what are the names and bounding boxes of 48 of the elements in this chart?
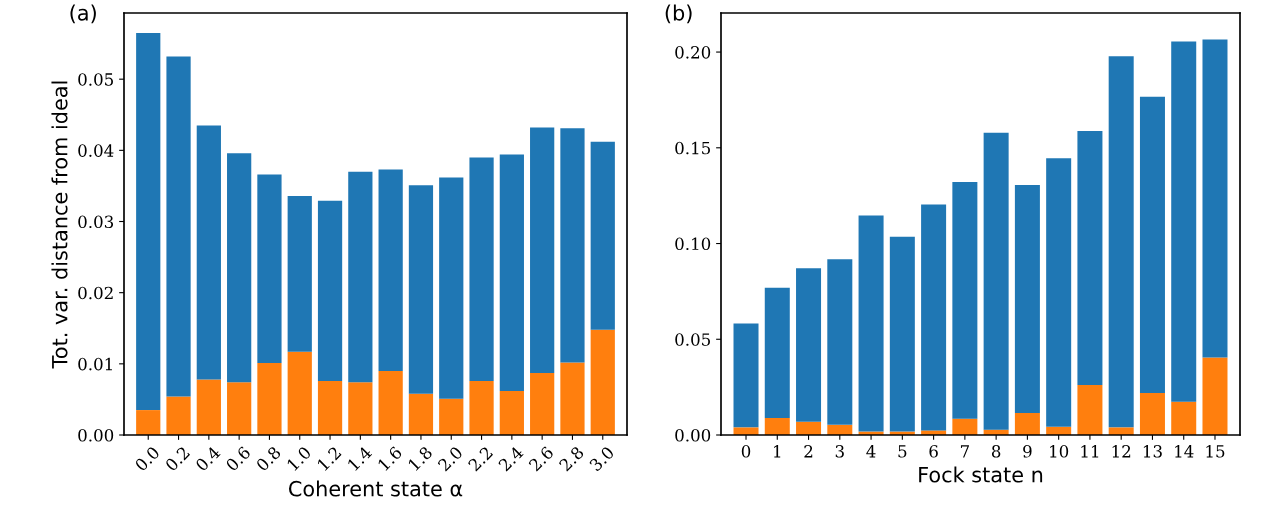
- x-tick-label: 2.8: [558, 445, 585, 472]
- x-tick-label: 1.8: [407, 445, 433, 472]
- y-tick-label: 0.10: [675, 237, 711, 251]
- x-tick-label: 2.2: [467, 446, 494, 472]
- x-tick-label: 1.0: [286, 445, 312, 472]
- x-tick-label: 7: [960, 445, 969, 458]
- x-tick-label: 3: [835, 445, 844, 458]
- x-tick-label: 1.6: [377, 445, 403, 472]
- x-tick-label: 0.0: [134, 445, 161, 472]
- y-tick-label: 0.05: [675, 333, 710, 346]
- x-tick-label: 1.4: [346, 445, 373, 472]
- y-tick-label: 0.03: [78, 215, 114, 229]
- x-tick-label: 0.2: [164, 446, 191, 472]
- y-tick-label: 0.00: [675, 428, 711, 442]
- x-tick-label: 1: [774, 445, 781, 458]
- x-tick-label: 3.0: [588, 445, 615, 472]
- x-tick-label: 9: [1023, 445, 1032, 458]
- x-axis-title: Coherent state α: [288, 480, 463, 497]
- x-tick-label: 0.8: [255, 445, 282, 472]
- x-tick-label: 2.0: [437, 445, 464, 472]
- y-tick-label: 0.01: [78, 357, 112, 371]
- x-axis-title: Fock state n: [919, 466, 1043, 483]
- chart-title: (b): [665, 4, 692, 24]
- x-tick-label: 15: [1206, 445, 1225, 458]
- y-axis-title: Tot. var. distance from ideal: [51, 81, 68, 369]
- x-tick-label: 11: [1081, 445, 1099, 458]
- y-tick-label: 0.04: [78, 144, 114, 157]
- y-tick-label: 0.05: [78, 73, 113, 86]
- y-tick-label: 0.02: [78, 286, 113, 300]
- x-tick-label: 6: [929, 445, 938, 458]
- x-tick-label: 10: [1050, 445, 1069, 458]
- x-tick-label: 12: [1112, 445, 1131, 458]
- x-tick-label: 4: [866, 445, 876, 458]
- x-tick-label: 0.4: [194, 445, 222, 472]
- x-tick-label: 2.6: [528, 445, 555, 472]
- x-tick-label: 1.2: [316, 446, 342, 472]
- x-tick-label: 0.6: [225, 445, 252, 472]
- y-tick-label: 0.00: [78, 428, 114, 442]
- x-tick-label: 5: [898, 445, 907, 458]
- x-tick-label: 0: [741, 445, 751, 458]
- y-tick-label: 0.20: [675, 46, 711, 59]
- x-tick-label: 8: [991, 445, 1001, 458]
- y-tick-label: 0.15: [675, 141, 710, 155]
- chart-title: (a): [70, 4, 96, 24]
- x-tick-label: 13: [1143, 445, 1162, 458]
- x-tick-label: 2: [804, 445, 813, 458]
- x-tick-label: 14: [1175, 445, 1194, 458]
- x-tick-label: 2.4: [497, 445, 525, 472]
